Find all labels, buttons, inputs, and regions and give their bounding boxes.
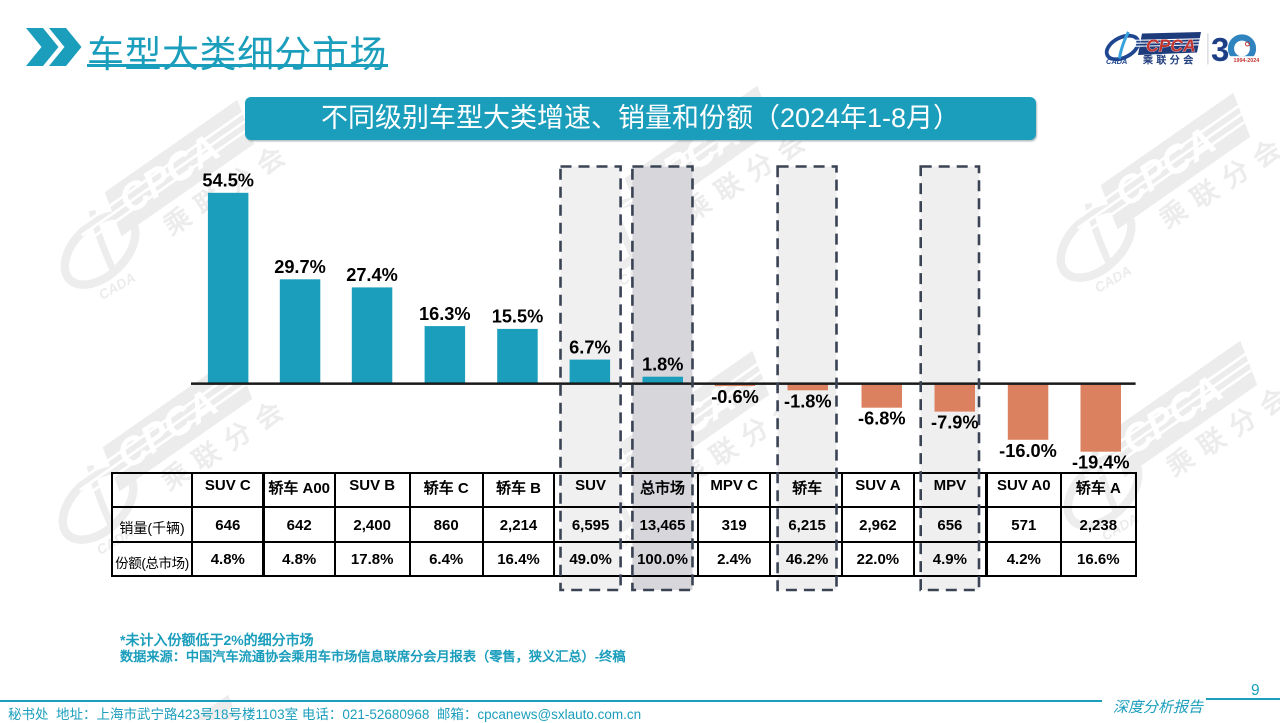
svg-text:27.4%: 27.4% bbox=[346, 265, 398, 285]
svg-text:54.5%: 54.5% bbox=[202, 171, 254, 191]
svg-text:6.7%: 6.7% bbox=[569, 337, 610, 357]
svg-text:-7.9%: -7.9% bbox=[931, 413, 979, 433]
svg-text:CPCA: CPCA bbox=[1146, 36, 1196, 56]
svg-text:-0.6%: -0.6% bbox=[711, 387, 759, 407]
svg-text:-1.8%: -1.8% bbox=[784, 391, 832, 411]
svg-text:乘联分会: 乘联分会 bbox=[1142, 54, 1197, 67]
svg-text:15.5%: 15.5% bbox=[492, 307, 544, 327]
svg-text:-19.4%: -19.4% bbox=[1072, 453, 1130, 473]
svg-text:-6.8%: -6.8% bbox=[858, 409, 906, 429]
svg-text:CADA: CADA bbox=[1106, 57, 1127, 66]
svg-text:16.3%: 16.3% bbox=[419, 304, 471, 324]
svg-text:-16.0%: -16.0% bbox=[999, 441, 1057, 461]
svg-text:1994-2024: 1994-2024 bbox=[1234, 58, 1260, 64]
svg-text:1.8%: 1.8% bbox=[642, 354, 683, 374]
svg-text:3: 3 bbox=[1211, 31, 1229, 68]
svg-text:29.7%: 29.7% bbox=[274, 257, 326, 277]
